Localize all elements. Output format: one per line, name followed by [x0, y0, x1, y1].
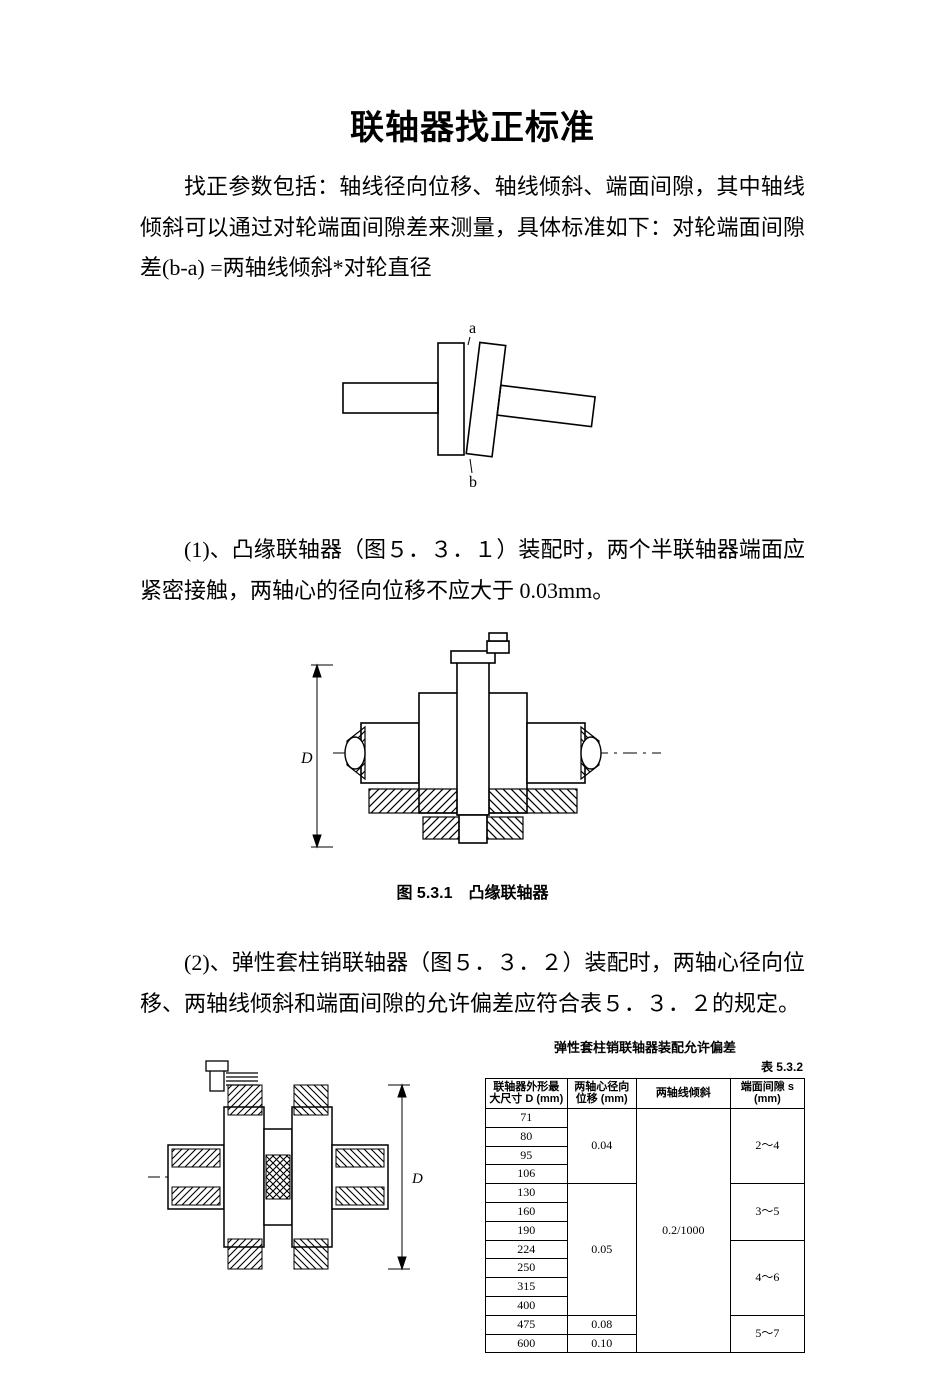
label-a: a [469, 320, 476, 337]
th-radial: 两轴心径向位移 (mm) [567, 1078, 636, 1108]
page-title: 联轴器找正标准 [140, 100, 805, 149]
figure-532-row: D [140, 1037, 805, 1354]
figure-531: D [140, 623, 805, 903]
th-tilt: 两轴线倾斜 [636, 1078, 730, 1108]
figure-531-svg: D [273, 623, 673, 873]
cell-gap: 2～4 [730, 1109, 804, 1184]
figure-531-D-label: D [300, 750, 313, 767]
document-page: 联轴器找正标准 找正参数包括：轴线径向位移、轴线倾斜、端面间隙，其中轴线倾斜可以… [0, 0, 945, 1393]
cell-D: 190 [486, 1221, 568, 1240]
cell-gap: 4～6 [730, 1240, 804, 1315]
intro-paragraph: 找正参数包括：轴线径向位移、轴线倾斜、端面间隙，其中轴线倾斜可以通过对轮端面间隙… [140, 167, 805, 289]
misalignment-svg: a b [333, 301, 613, 496]
figure-532-D-label: D [411, 1171, 423, 1187]
cell-gap: 5～7 [730, 1315, 804, 1353]
item2-paragraph: (2)、弹性套柱销联轴器（图５．３．２）装配时，两轴心径向位移、两轴线倾斜和端面… [140, 943, 805, 1024]
cell-D: 130 [486, 1184, 568, 1203]
cell-D: 315 [486, 1278, 568, 1297]
cell-radial: 0.08 [567, 1315, 636, 1334]
cell-gap: 3～5 [730, 1184, 804, 1240]
table-532-tag: 表 5.3.2 [485, 1058, 803, 1075]
item1-paragraph: (1)、凸缘联轴器（图５．３．１）装配时，两个半联轴器端面应紧密接触，两轴心的径… [140, 530, 805, 611]
table-532: 联轴器外形最大尺寸 D (mm) 两轴心径向位移 (mm) 两轴线倾斜 端面间隙… [485, 1078, 805, 1354]
cell-tilt: 0.2/1000 [636, 1109, 730, 1353]
table-header-row: 联轴器外形最大尺寸 D (mm) 两轴心径向位移 (mm) 两轴线倾斜 端面间隙… [486, 1078, 805, 1108]
cell-radial: 0.04 [567, 1109, 636, 1184]
table-532-wrap: 弹性套柱销联轴器装配允许偏差 表 5.3.2 联轴器外形最大尺寸 D (mm) … [485, 1037, 805, 1354]
cell-D: 80 [486, 1127, 568, 1146]
cell-D: 400 [486, 1297, 568, 1316]
cell-D: 95 [486, 1146, 568, 1165]
cell-D: 160 [486, 1203, 568, 1222]
cell-D: 475 [486, 1315, 568, 1334]
table-row: 710.040.2/10002～4 [486, 1109, 805, 1128]
cell-D: 224 [486, 1240, 568, 1259]
cell-radial: 0.05 [567, 1184, 636, 1316]
figure-532-svg: D [140, 1037, 440, 1287]
figure-531-caption: 图 5.3.1 凸缘联轴器 [140, 879, 805, 903]
label-b: b [469, 474, 477, 491]
th-D: 联轴器外形最大尺寸 D (mm) [486, 1078, 568, 1108]
table-532-title: 弹性套柱销联轴器装配允许偏差 [485, 1037, 805, 1056]
figure-misalignment-diagram: a b [140, 301, 805, 496]
cell-D: 250 [486, 1259, 568, 1278]
cell-D: 106 [486, 1165, 568, 1184]
th-gap: 端面间隙 s (mm) [730, 1078, 804, 1108]
figure-532: D [140, 1037, 440, 1287]
cell-D: 71 [486, 1109, 568, 1128]
